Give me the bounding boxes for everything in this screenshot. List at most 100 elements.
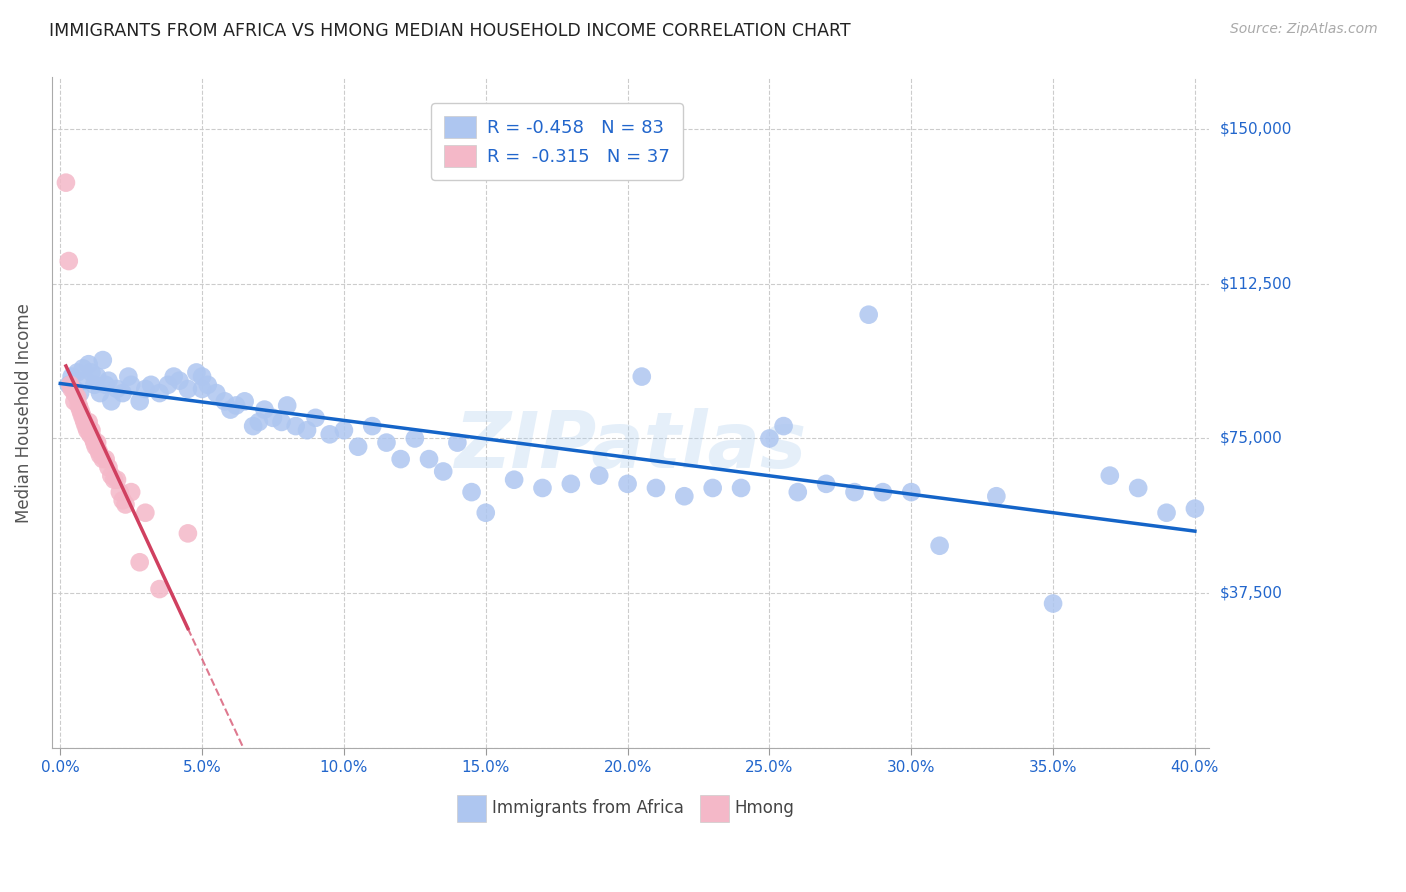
Point bbox=[531, 481, 554, 495]
Point bbox=[928, 539, 950, 553]
Text: $150,000: $150,000 bbox=[1220, 121, 1292, 136]
Point bbox=[60, 369, 83, 384]
Legend: R = -0.458   N = 83, R =  -0.315   N = 37: R = -0.458 N = 83, R = -0.315 N = 37 bbox=[432, 103, 683, 180]
Point bbox=[128, 394, 150, 409]
Point bbox=[186, 366, 208, 380]
Point bbox=[139, 377, 162, 392]
Text: ZIPatlas: ZIPatlas bbox=[454, 409, 807, 484]
Point bbox=[134, 382, 156, 396]
Point bbox=[673, 489, 696, 503]
Point bbox=[94, 377, 117, 392]
Point bbox=[79, 427, 101, 442]
Point bbox=[432, 465, 454, 479]
Point bbox=[100, 394, 122, 409]
Point bbox=[134, 506, 156, 520]
Point bbox=[772, 419, 794, 434]
FancyBboxPatch shape bbox=[457, 795, 485, 822]
Point bbox=[75, 374, 97, 388]
Point bbox=[148, 582, 170, 596]
Point bbox=[169, 374, 191, 388]
Point bbox=[91, 353, 114, 368]
Point bbox=[233, 394, 256, 409]
Text: Hmong: Hmong bbox=[734, 799, 794, 817]
Point bbox=[59, 377, 82, 392]
Point bbox=[214, 394, 236, 409]
Point bbox=[69, 402, 91, 417]
Point bbox=[284, 419, 307, 434]
Point bbox=[157, 377, 180, 392]
Point bbox=[872, 485, 894, 500]
Point bbox=[404, 432, 426, 446]
Point bbox=[1042, 597, 1064, 611]
Point bbox=[66, 390, 89, 404]
Point bbox=[347, 440, 370, 454]
Point bbox=[333, 423, 356, 437]
Point bbox=[460, 485, 482, 500]
Point bbox=[72, 361, 94, 376]
Point bbox=[418, 452, 440, 467]
Point bbox=[77, 415, 100, 429]
Point bbox=[114, 498, 136, 512]
Point bbox=[111, 386, 134, 401]
Point bbox=[645, 481, 668, 495]
Point bbox=[84, 440, 107, 454]
Point bbox=[89, 448, 111, 462]
Point bbox=[94, 452, 117, 467]
Point bbox=[77, 357, 100, 371]
Point bbox=[70, 407, 93, 421]
Point bbox=[105, 382, 128, 396]
Point bbox=[128, 555, 150, 569]
Point bbox=[815, 476, 838, 491]
Point bbox=[177, 382, 200, 396]
Point bbox=[446, 435, 468, 450]
Point bbox=[63, 382, 86, 396]
Point bbox=[616, 476, 638, 491]
Point bbox=[177, 526, 200, 541]
Point bbox=[1098, 468, 1121, 483]
Point bbox=[60, 382, 83, 396]
Point bbox=[76, 423, 98, 437]
Point bbox=[58, 254, 80, 268]
Text: $75,000: $75,000 bbox=[1220, 431, 1282, 446]
Point bbox=[730, 481, 752, 495]
Point bbox=[389, 452, 412, 467]
Point bbox=[72, 410, 94, 425]
Point bbox=[97, 374, 120, 388]
Point bbox=[858, 308, 880, 322]
Point bbox=[83, 435, 105, 450]
Point bbox=[630, 369, 652, 384]
Point bbox=[103, 473, 125, 487]
Point bbox=[474, 506, 496, 520]
Point bbox=[304, 410, 326, 425]
Point bbox=[262, 410, 284, 425]
Point bbox=[105, 473, 128, 487]
Point bbox=[986, 489, 1008, 503]
Point bbox=[1128, 481, 1150, 495]
Point bbox=[89, 386, 111, 401]
Point bbox=[219, 402, 242, 417]
Point bbox=[786, 485, 808, 500]
Point bbox=[91, 452, 114, 467]
Point bbox=[120, 485, 142, 500]
Point bbox=[108, 485, 131, 500]
Point bbox=[100, 468, 122, 483]
Text: $112,500: $112,500 bbox=[1220, 277, 1292, 292]
Point bbox=[205, 386, 228, 401]
Point bbox=[75, 419, 97, 434]
Point bbox=[86, 435, 108, 450]
Point bbox=[844, 485, 866, 500]
Point bbox=[111, 493, 134, 508]
Point bbox=[1156, 506, 1178, 520]
Point bbox=[69, 386, 91, 401]
Point bbox=[73, 415, 96, 429]
Point bbox=[276, 399, 298, 413]
Point bbox=[375, 435, 398, 450]
Point bbox=[242, 419, 264, 434]
Point bbox=[295, 423, 318, 437]
Point bbox=[247, 415, 270, 429]
Point bbox=[702, 481, 724, 495]
Point bbox=[163, 369, 186, 384]
Point bbox=[758, 432, 780, 446]
Text: Source: ZipAtlas.com: Source: ZipAtlas.com bbox=[1230, 22, 1378, 37]
Point bbox=[148, 386, 170, 401]
